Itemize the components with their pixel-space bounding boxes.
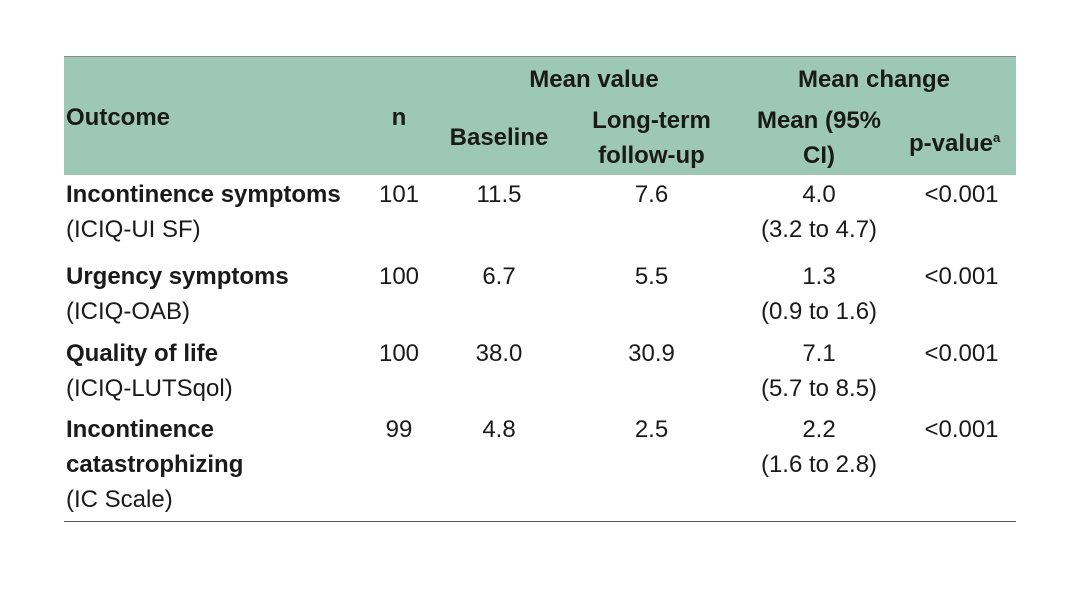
baseline-cell: 4.8: [482, 416, 516, 443]
outcome-cell: Incontinence symptoms (ICIQ-UI SF): [66, 177, 341, 247]
table-body: Incontinence symptoms (ICIQ-UI SF) 101 1…: [64, 175, 1016, 522]
header-followup-line1: Long-term: [592, 107, 711, 134]
table-header: Outcome n Mean value Mean change Baselin…: [64, 56, 1016, 175]
mean-change-ci: (1.6 to 2.8): [760, 451, 878, 478]
outcome-cell: Urgency symptoms (ICIQ-OAB): [66, 259, 289, 329]
baseline-cell: 11.5: [476, 181, 522, 208]
mean-change-value: 1.3: [802, 263, 836, 290]
mean-change-ci: (5.7 to 8.5): [760, 375, 878, 402]
outcome-name: catastrophizing: [66, 451, 244, 478]
outcome-name: Incontinence symptoms: [66, 181, 341, 208]
outcome-name: Quality of life: [66, 340, 219, 367]
outcome-scale: (IC Scale): [66, 486, 173, 513]
header-n: n: [391, 104, 407, 131]
outcome-name: Incontinence: [66, 416, 215, 443]
mean-change-cell: 4.0 (3.2 to 4.7): [739, 177, 899, 247]
outcome-scale: (ICIQ-UI SF): [66, 216, 201, 243]
mean-change-value: 7.1: [802, 340, 836, 367]
p-value-cell: <0.001: [924, 340, 999, 367]
n-cell: 99: [385, 416, 413, 443]
p-value-cell: <0.001: [924, 416, 999, 443]
followup-cell: 7.6: [634, 181, 669, 208]
mean-change-value: 2.2: [802, 416, 836, 443]
header-outcome: Outcome: [66, 104, 171, 131]
outcome-scale: (ICIQ-LUTSqol): [66, 375, 233, 402]
header-mean-value: Mean value: [529, 66, 659, 93]
mean-change-cell: 1.3 (0.9 to 1.6): [739, 259, 899, 329]
p-value-footnote-marker: a: [993, 130, 1001, 145]
followup-cell: 5.5: [634, 263, 669, 290]
outcomes-table: Outcome n Mean value Mean change Baselin…: [64, 56, 1016, 522]
mean-change-cell: 7.1 (5.7 to 8.5): [739, 336, 899, 406]
header-followup-line2: follow-up: [598, 142, 705, 169]
mean-change-ci: (0.9 to 1.6): [760, 298, 878, 325]
baseline-cell: 6.7: [482, 263, 516, 290]
n-cell: 100: [378, 340, 420, 367]
n-cell: 100: [378, 263, 420, 290]
outcome-name: Urgency symptoms: [66, 263, 289, 290]
baseline-cell: 38.0: [475, 340, 523, 367]
mean-change-ci: (3.2 to 4.7): [760, 216, 878, 243]
followup-cell: 2.5: [634, 416, 669, 443]
p-value-cell: <0.001: [924, 181, 999, 208]
header-mean-ci-line2: CI): [803, 142, 835, 169]
followup-cell: 30.9: [628, 340, 675, 367]
header-mean-ci-line1: Mean (95%: [756, 107, 882, 134]
mean-change-cell: 2.2 (1.6 to 2.8): [739, 412, 899, 482]
header-baseline: Baseline: [449, 124, 549, 151]
mean-change-value: 4.0: [802, 181, 836, 208]
outcome-cell: Quality of life (ICIQ-LUTSqol): [66, 336, 233, 406]
outcome-cell: Incontinence catastrophizing (IC Scale): [66, 412, 243, 517]
header-p-value: p-valuea: [909, 130, 1001, 157]
outcome-scale: (ICIQ-OAB): [66, 298, 190, 325]
p-value-cell: <0.001: [924, 263, 999, 290]
n-cell: 101: [378, 181, 420, 208]
header-mean-change: Mean change: [797, 66, 951, 93]
